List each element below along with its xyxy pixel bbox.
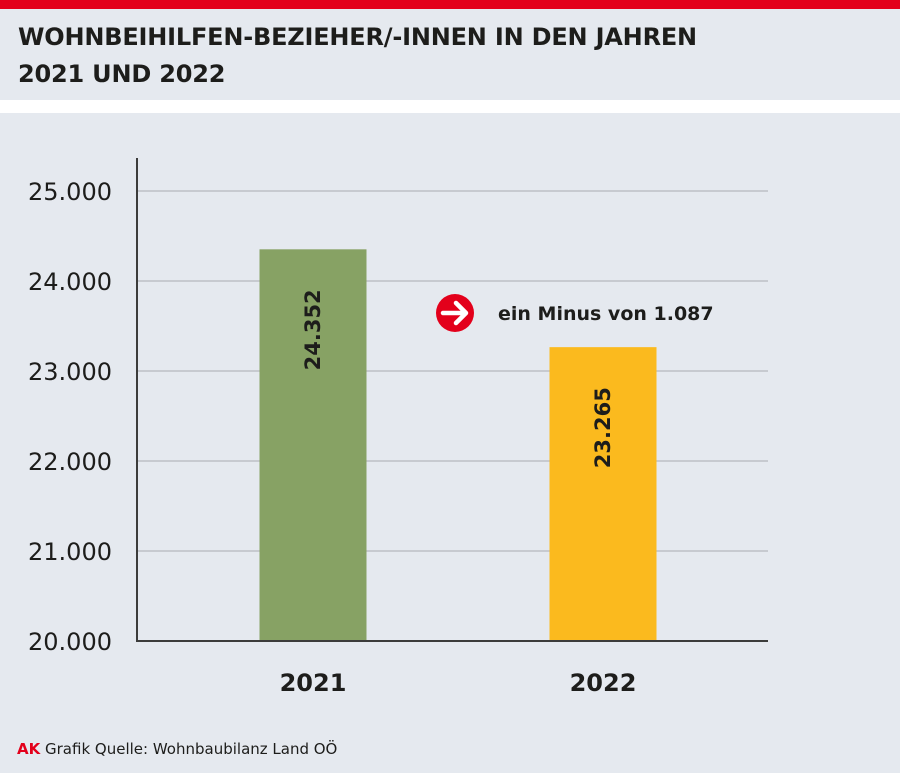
x-tick-label: 2022 — [570, 669, 637, 697]
footer-source: Quelle: Wohnbaubilanz Land OÖ — [94, 740, 338, 758]
chart-title: WOHNBEIHILFEN-BEZIEHER/-INNEN IN DEN JAH… — [18, 19, 878, 93]
y-tick-label: 24.000 — [28, 268, 112, 296]
top-accent-bar — [0, 0, 900, 9]
bar-2021 — [259, 249, 367, 641]
footer-brand: AK — [17, 740, 41, 758]
title-separator — [0, 100, 900, 113]
footer-label: Grafik — [45, 740, 91, 758]
x-tick-label: 2021 — [280, 669, 347, 697]
bar-value-label: 23.265 — [591, 387, 615, 468]
annotation-text: ein Minus von 1.087 — [498, 303, 714, 325]
y-tick-label: 20.000 — [28, 628, 112, 656]
y-tick-label: 25.000 — [28, 178, 112, 206]
bar-value-label: 24.352 — [301, 289, 325, 370]
arrow-right-icon-glyph — [440, 300, 469, 326]
y-tick-label: 22.000 — [28, 448, 112, 476]
y-tick-label: 23.000 — [28, 358, 112, 386]
chart-title-line-1: WOHNBEIHILFEN-BEZIEHER/-INNEN IN DEN JAH… — [18, 23, 697, 51]
chart-title-line-2: 2021 UND 2022 — [18, 60, 226, 88]
y-tick-label: 21.000 — [28, 538, 112, 566]
footer: AK Grafik Quelle: Wohnbaubilanz Land OÖ — [17, 740, 337, 758]
bar-2022 — [549, 347, 657, 641]
